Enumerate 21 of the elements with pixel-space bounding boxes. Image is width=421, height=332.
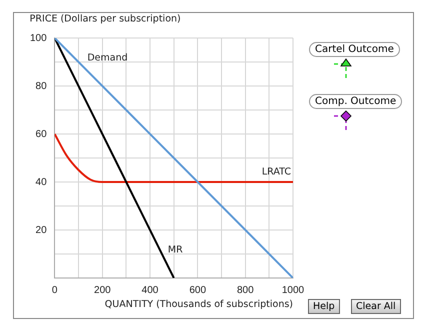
y-tick-label: 60 (36, 128, 48, 140)
series-label: MR (168, 244, 184, 256)
y-tick-label: 40 (36, 176, 48, 188)
y-tick-label: 80 (36, 80, 48, 92)
series-label: LRATC (262, 166, 292, 178)
x-tick-label: 800 (236, 284, 254, 296)
line-series (54, 133, 293, 183)
x-tick-label: 400 (142, 284, 159, 296)
series-label: Demand (87, 52, 128, 64)
x-axis-title: QUANTITY (Thousands of subscriptions) (104, 299, 293, 310)
y-axis-title: PRICE (Dollars per subscription) (30, 14, 181, 25)
x-tick-label: 200 (94, 284, 112, 296)
text: Comp. Outcome (309, 94, 402, 109)
y-tick-label: 100 (30, 32, 48, 44)
x-tick-label: 600 (189, 284, 206, 296)
x-tick-label: 0 (52, 284, 58, 296)
y-tick-label: 20 (36, 224, 48, 236)
text: Cartel Outcome (309, 42, 400, 57)
text: Clear All (351, 299, 401, 314)
text: Help (308, 299, 340, 314)
x-tick-label: 1000 (282, 284, 305, 296)
